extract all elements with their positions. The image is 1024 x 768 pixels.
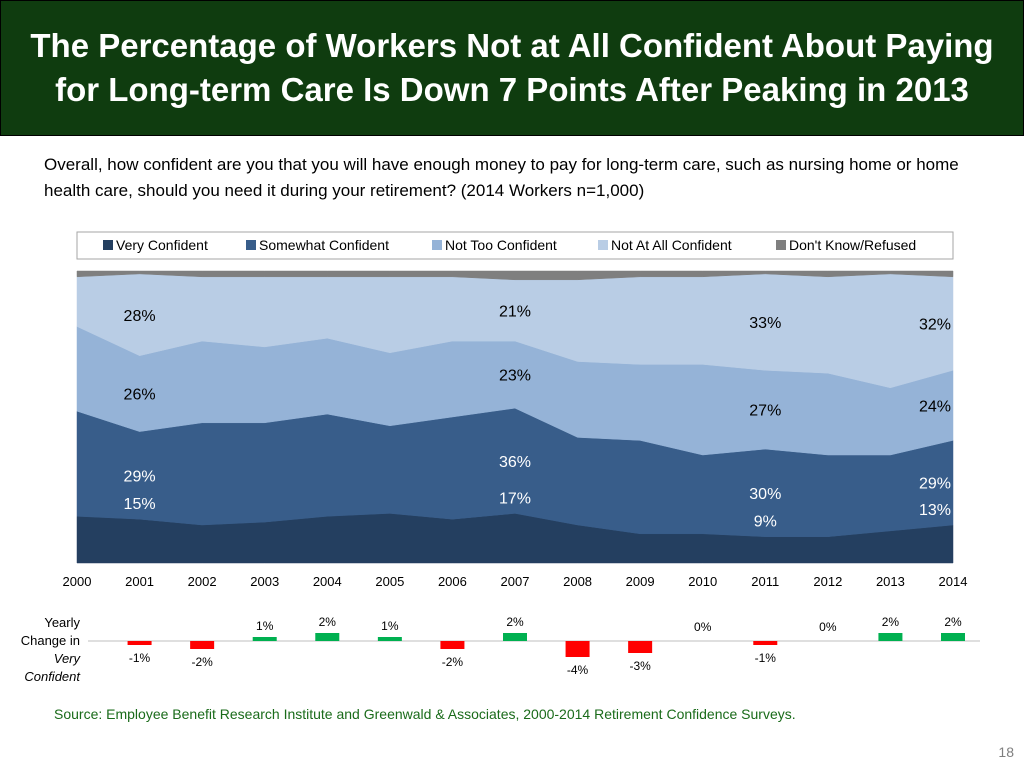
change-label-2002: -2% [191, 655, 213, 669]
change-bar-2002 [190, 641, 215, 649]
change-bar-2003 [252, 637, 277, 641]
x-tick-2012: 2012 [813, 574, 842, 589]
change-label-2014: 2% [944, 615, 962, 629]
legend-label-don-t-know-refused: Don't Know/Refused [789, 237, 916, 253]
x-tick-2002: 2002 [188, 574, 217, 589]
yearly-change-chart: Yearly Change in Very Confident -1% -2% 1% 2% 1%… [21, 615, 980, 684]
legend-swatch-somewhat-confident [246, 240, 256, 250]
legend-swatch-not-at-all-confident [598, 240, 608, 250]
legend: Very Confident Somewhat Confident Not Too … [76, 231, 954, 260]
legend-box [76, 231, 954, 260]
change-bar-2009 [628, 641, 653, 653]
title-bar: The Percentage of Workers Not at All Con… [0, 0, 1024, 136]
x-tick-2003: 2003 [250, 574, 279, 589]
change-bar-2008 [565, 641, 590, 657]
survey-question: Overall, how confident are you that you … [44, 155, 959, 200]
x-tick-2001: 2001 [125, 574, 154, 589]
data-label-not-at-all-confident-2007: 21% [499, 303, 531, 320]
data-label-not-at-all-confident-2014: 32% [919, 317, 951, 334]
page-title: The Percentage of Workers Not at All Con… [30, 27, 994, 108]
data-label-somewhat-confident-2007: 36% [499, 454, 531, 471]
change-label-2011: -1% [755, 651, 777, 665]
x-tick-2000: 2000 [63, 574, 92, 589]
change-label-2012: 0% [819, 620, 837, 634]
change-bar-2007 [503, 633, 527, 641]
data-label-very-confident-2001: 15% [124, 496, 156, 513]
data-label-very-confident-2014: 13% [919, 502, 951, 519]
change-label-2009: -3% [629, 659, 651, 673]
x-tick-2005: 2005 [375, 574, 404, 589]
data-labels: 15% 29% 26% 28% 17% 36% 23% 21% 9% 30% 27% 33% 13% 29… [124, 303, 951, 530]
legend-swatch-very-confident [103, 240, 113, 250]
change-label-2013: 2% [882, 615, 900, 629]
change-bar-2001 [127, 641, 152, 645]
data-label-very-confident-2011: 9% [754, 514, 777, 531]
change-bar-2011 [753, 641, 778, 645]
stacked-area-plot [76, 270, 954, 564]
x-tick-2014: 2014 [939, 574, 968, 589]
legend-label-somewhat-confident: Somewhat Confident [259, 237, 389, 253]
legend-label-not-at-all-confident: Not At All Confident [611, 237, 732, 253]
data-label-very-confident-2007: 17% [499, 490, 531, 507]
x-tick-2006: 2006 [438, 574, 467, 589]
data-label-not-too-confident-2011: 27% [749, 403, 781, 420]
data-label-somewhat-confident-2011: 30% [749, 486, 781, 503]
x-tick-2007: 2007 [501, 574, 530, 589]
change-bar-2014 [941, 633, 965, 641]
change-axis-label-1: Yearly [44, 615, 80, 630]
legend-swatch-don-t-know-refused [776, 240, 786, 250]
data-label-not-too-confident-2014: 24% [919, 398, 951, 415]
change-label-2001: -1% [129, 651, 151, 665]
x-tick-2010: 2010 [688, 574, 717, 589]
data-label-somewhat-confident-2014: 29% [919, 476, 951, 493]
page-number: 18 [998, 744, 1014, 760]
change-label-2005: 1% [381, 619, 399, 633]
change-axis-label-2: Change in [21, 633, 80, 648]
legend-swatch-not-too-confident [432, 240, 442, 250]
change-label-2007: 2% [506, 615, 524, 629]
x-tick-2009: 2009 [626, 574, 655, 589]
legend-label-not-too-confident: Not Too Confident [445, 237, 557, 253]
change-label-2006: -2% [442, 655, 464, 669]
data-label-not-too-confident-2001: 26% [124, 387, 156, 404]
x-tick-2008: 2008 [563, 574, 592, 589]
change-label-2003: 1% [256, 619, 274, 633]
change-label-2010: 0% [694, 620, 712, 634]
area-don-t-know-refused [76, 270, 954, 281]
data-label-not-at-all-confident-2011: 33% [749, 315, 781, 332]
data-label-not-at-all-confident-2001: 28% [124, 308, 156, 325]
change-label-2004: 2% [319, 615, 337, 629]
change-axis-label-3: Very [54, 651, 82, 666]
x-tick-2011: 2011 [751, 574, 779, 589]
x-tick-2013: 2013 [876, 574, 905, 589]
x-tick-2004: 2004 [313, 574, 342, 589]
change-label-2008: -4% [567, 663, 589, 677]
data-label-not-too-confident-2007: 23% [499, 368, 531, 385]
change-bar-2013 [878, 633, 903, 641]
x-axis: 2000 2001 2002 2003 2004 2005 2006 2007 2008 2009… [63, 574, 968, 589]
data-label-somewhat-confident-2001: 29% [124, 468, 156, 485]
change-bar-2004 [315, 633, 340, 641]
change-bar-2005 [377, 637, 402, 641]
change-axis-label-4: Confident [24, 669, 81, 684]
change-bar-2006 [440, 641, 465, 649]
source-note: Source: Employee Benefit Research Instit… [54, 706, 796, 722]
legend-label-very-confident: Very Confident [116, 237, 208, 253]
